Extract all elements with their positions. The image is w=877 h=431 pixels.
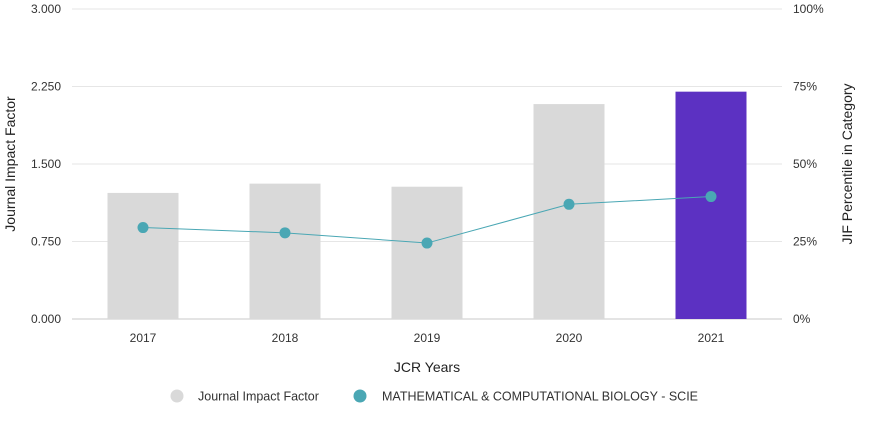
right-axis-ticks: 0% 25% 50% 75% 100% — [793, 2, 824, 326]
y-axis-title: Journal Impact Factor — [2, 96, 18, 232]
legend: Journal Impact Factor MATHEMATICAL & COM… — [170, 389, 698, 404]
x-tick-label: 2017 — [130, 331, 157, 345]
line-series — [137, 191, 717, 249]
y-right-tick-label: 25% — [793, 235, 817, 249]
legend-label-bar[interactable]: Journal Impact Factor — [198, 390, 319, 404]
bar[interactable] — [533, 104, 605, 319]
line-point[interactable] — [137, 222, 149, 234]
y-right-tick-label: 100% — [793, 2, 824, 16]
y-right-tick-label: 0% — [793, 312, 811, 326]
y-tick-label: 0.750 — [31, 235, 61, 249]
legend-label-line[interactable]: MATHEMATICAL & COMPUTATIONAL BIOLOGY - S… — [382, 390, 698, 404]
y-axis-right-title: JIF Percentile in Category — [839, 83, 855, 244]
x-axis-ticks: 2017 2018 2019 2020 2021 — [130, 331, 725, 345]
line-point[interactable] — [705, 191, 717, 203]
y-tick-label: 2.250 — [31, 80, 61, 94]
line-point[interactable] — [279, 227, 291, 239]
y-tick-label: 3.000 — [31, 2, 61, 16]
y-tick-label: 1.500 — [31, 157, 61, 171]
x-axis-title: JCR Years — [394, 359, 460, 375]
bar[interactable] — [391, 186, 463, 319]
bar[interactable] — [249, 183, 321, 319]
line-point[interactable] — [563, 198, 575, 210]
bar[interactable] — [675, 91, 747, 320]
line-point[interactable] — [421, 237, 433, 249]
legend-swatch-line[interactable] — [353, 389, 367, 403]
x-tick-label: 2020 — [556, 331, 583, 345]
legend-swatch-bar[interactable] — [170, 389, 184, 403]
x-tick-label: 2018 — [272, 331, 299, 345]
y-right-tick-label: 75% — [793, 80, 817, 94]
bar[interactable] — [107, 192, 179, 319]
y-tick-label: 0.000 — [31, 312, 61, 326]
gridlines — [72, 8, 782, 320]
bar-series — [107, 91, 747, 320]
x-tick-label: 2019 — [414, 331, 441, 345]
x-tick-label: 2021 — [698, 331, 725, 345]
left-axis-ticks: 0.000 0.750 1.500 2.250 3.000 — [31, 2, 61, 326]
y-right-tick-label: 50% — [793, 157, 817, 171]
